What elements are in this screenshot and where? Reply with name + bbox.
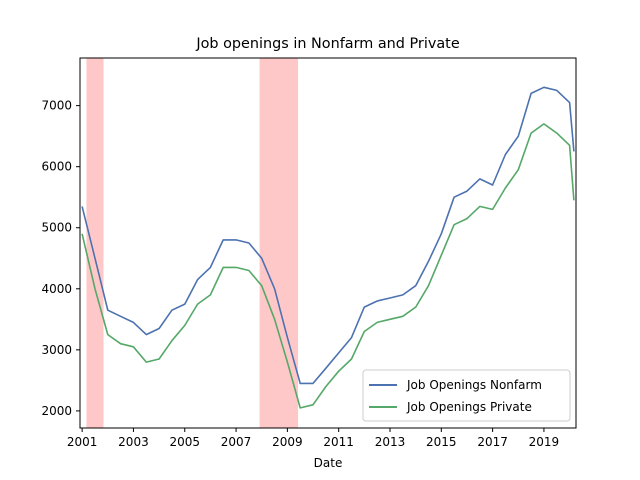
legend-frame	[362, 369, 571, 422]
y-axis-ticks: 2000 3000 4000 5000 6000 7000	[41, 99, 80, 418]
x-tick-label-2019: 2019	[529, 435, 560, 449]
y-tick-label-7000: 7000	[41, 99, 72, 113]
plot-area-frame	[79, 57, 577, 429]
y-tick-label-4000: 4000	[41, 282, 72, 296]
x-tick-label-2003: 2003	[118, 435, 149, 449]
chart-title: Job openings in Nonfarm and Private	[195, 36, 459, 52]
series-line-nonfarm	[81, 86, 575, 385]
x-tick-label-2015: 2015	[426, 435, 457, 449]
x-tick-label-2017: 2017	[477, 435, 508, 449]
legend: Job Openings Nonfarm Job Openings Privat…	[362, 369, 571, 422]
x-tick-label-2013: 2013	[375, 435, 406, 449]
x-axis-ticks: 2001 2003 2005 2007 2009 2011 2013 2015 2017 2019	[67, 428, 559, 449]
x-tick-label-2011: 2011	[323, 435, 354, 449]
series-lines-layer	[81, 86, 575, 409]
recession-band-0	[86, 58, 104, 428]
x-tick-label-2005: 2005	[169, 435, 200, 449]
x-tick-label-2009: 2009	[272, 435, 303, 449]
x-tick-label-2007: 2007	[221, 435, 252, 449]
series-line-private	[81, 123, 575, 409]
x-tick-label-2001: 2001	[67, 435, 98, 449]
y-tick-label-6000: 6000	[41, 160, 72, 174]
y-tick-label-2000: 2000	[41, 404, 72, 418]
y-tick-label-3000: 3000	[41, 343, 72, 357]
legend-label-private: Job Openings Private	[406, 400, 532, 414]
legend-label-nonfarm: Job Openings Nonfarm	[406, 378, 542, 392]
recession-band-1	[259, 58, 299, 428]
x-axis-label: Date	[314, 456, 343, 470]
recession-shading-layer	[86, 58, 299, 428]
y-tick-label-5000: 5000	[41, 221, 72, 235]
